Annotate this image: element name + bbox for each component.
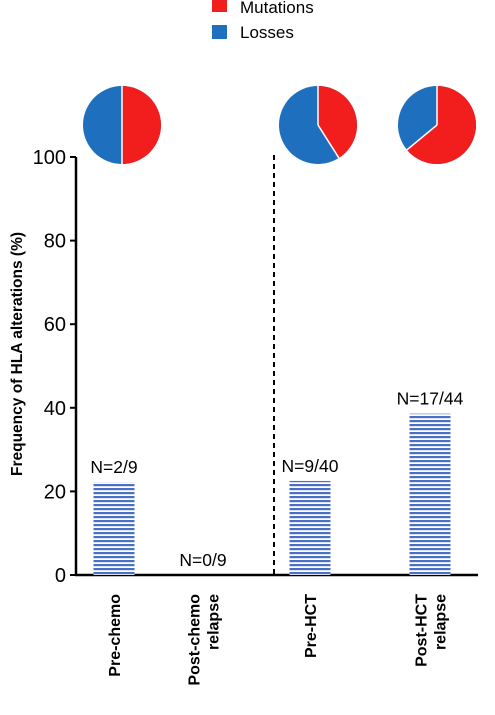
data-label: N=2/9 — [90, 457, 137, 477]
bar — [93, 482, 135, 575]
data-labels: N=2/9 N=0/9 N=9/40 N=17/44 — [90, 389, 463, 570]
x-tick-label: Pre-HCT — [303, 594, 320, 658]
pie-charts — [83, 86, 476, 164]
x-tick-label-line: relapse — [206, 594, 223, 650]
pie-slice-mutations — [406, 86, 476, 164]
x-tick-label-line: Post-chemo — [187, 594, 204, 686]
pie-chart — [83, 86, 161, 164]
data-label: N=9/40 — [282, 456, 339, 476]
x-tick-label: Post-chemo relapse — [187, 594, 223, 686]
x-axis-labels: Pre-chemo Post-chemo relapse Pre-HCT Post-HC… — [107, 594, 450, 686]
bar — [409, 413, 451, 575]
y-tick-label: 0 — [55, 565, 66, 587]
x-tick-label-line: Pre-chemo — [107, 594, 124, 677]
y-tick-label: 20 — [44, 481, 66, 503]
bar — [289, 480, 331, 575]
y-axis: 0 20 40 60 80 100 Frequency of HLA alteration… — [9, 147, 78, 587]
legend-swatch-losses — [212, 25, 227, 39]
legend: Mutations Losses — [212, 0, 314, 42]
legend-label-losses: Losses — [240, 23, 294, 42]
x-tick-label-line: relapse — [433, 594, 450, 650]
y-axis-label: Frequency of HLA alterations (%) — [9, 232, 26, 476]
pie-chart — [279, 86, 358, 164]
x-tick-label-line: Post-HCT — [414, 594, 431, 667]
data-label: N=0/9 — [179, 550, 226, 570]
pie-chart — [398, 86, 476, 164]
x-tick-label: Post-HCT relapse — [414, 594, 450, 667]
y-tick-label: 60 — [44, 314, 66, 336]
x-tick-label-line: Pre-HCT — [303, 594, 320, 658]
data-label: N=17/44 — [397, 389, 464, 409]
x-tick-label: Pre-chemo — [107, 594, 124, 677]
legend-label-mutations: Mutations — [240, 0, 314, 17]
y-tick-label: 80 — [44, 231, 66, 253]
bars — [93, 413, 451, 575]
pie-slice-border — [406, 124, 438, 151]
legend-swatch-mutations — [212, 0, 227, 12]
y-tick-label: 40 — [44, 398, 66, 420]
pie-slice-mutations — [122, 86, 161, 164]
pie-slice-border — [317, 124, 340, 159]
y-tick-label: 100 — [33, 147, 66, 169]
